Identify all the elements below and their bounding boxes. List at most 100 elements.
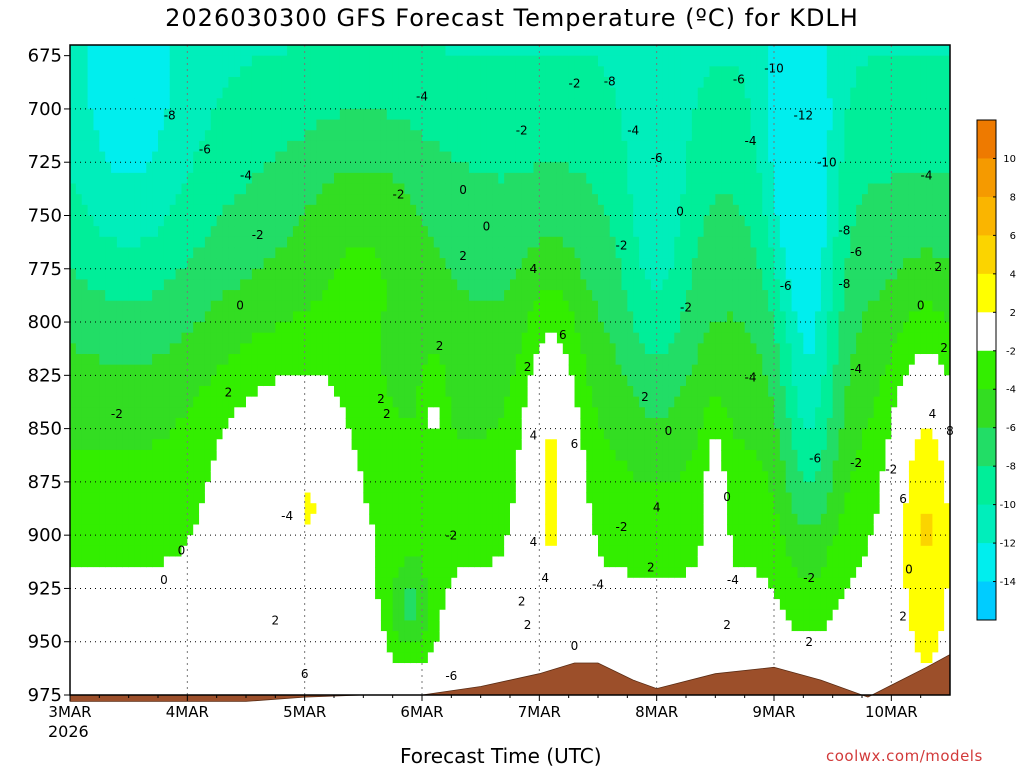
field-cell — [116, 449, 124, 462]
field-cell — [175, 354, 183, 366]
field-cell — [369, 375, 376, 387]
field-cell — [70, 45, 77, 57]
field-cell — [240, 492, 247, 504]
field-cell — [351, 236, 359, 249]
field-cell — [140, 236, 147, 249]
field-cell — [310, 449, 317, 462]
field-cell — [427, 247, 435, 259]
field-cell — [398, 226, 405, 238]
field-cell — [375, 258, 382, 270]
field-cell — [210, 577, 218, 590]
field-cell — [193, 300, 200, 312]
field-cell — [234, 481, 241, 494]
field-cell — [375, 663, 382, 675]
field-cell — [75, 513, 83, 526]
field-cell — [257, 609, 265, 622]
field-cell — [498, 481, 505, 494]
field-cell — [457, 417, 464, 430]
field-cell — [81, 119, 89, 131]
field-cell — [304, 609, 312, 622]
field-cell — [287, 535, 294, 547]
field-cell — [416, 66, 423, 78]
field-cell — [70, 375, 77, 387]
field-cell — [246, 66, 253, 78]
field-cell — [363, 183, 370, 195]
field-cell — [416, 460, 423, 472]
field-cell — [445, 652, 452, 664]
field-cell — [169, 428, 177, 440]
field-cell — [351, 439, 359, 451]
field-cell — [533, 663, 540, 675]
field-cell — [474, 545, 482, 558]
field-cell — [369, 556, 376, 568]
field-cell — [322, 492, 329, 504]
field-cell — [322, 290, 329, 302]
field-cell — [334, 396, 341, 408]
field-cell — [498, 663, 505, 675]
field-cell — [328, 98, 335, 110]
field-cell — [75, 236, 83, 249]
field-cell — [263, 545, 271, 558]
field-cell — [334, 66, 341, 78]
field-cell — [122, 460, 130, 472]
field-cell — [146, 503, 153, 515]
field-cell — [410, 577, 417, 590]
field-cell — [480, 492, 488, 504]
field-cell — [345, 162, 353, 174]
field-cell — [404, 396, 411, 408]
field-cell — [357, 268, 364, 281]
field-cell — [163, 87, 171, 99]
field-cell — [228, 354, 235, 366]
field-cell — [228, 87, 235, 99]
field-cell — [146, 471, 153, 483]
field-cell — [116, 535, 124, 547]
field-cell — [93, 119, 100, 131]
field-cell — [463, 55, 470, 67]
field-cell — [181, 673, 188, 685]
field-cell — [140, 407, 147, 419]
field-cell — [463, 290, 470, 302]
field-cell — [193, 354, 200, 366]
field-cell — [228, 119, 235, 131]
field-cell — [263, 45, 271, 57]
field-cell — [504, 620, 511, 632]
field-cell — [87, 449, 95, 462]
field-cell — [427, 204, 435, 217]
field-cell — [298, 226, 306, 238]
field-cell — [521, 247, 529, 259]
field-cell — [111, 396, 118, 408]
field-cell — [152, 631, 159, 643]
field-cell — [533, 162, 540, 174]
field-cell — [480, 663, 488, 675]
field-cell — [169, 151, 177, 163]
field-cell — [433, 300, 441, 312]
field-cell — [533, 55, 540, 67]
field-cell — [498, 385, 505, 398]
field-cell — [369, 45, 376, 57]
field-cell — [422, 545, 429, 558]
field-cell — [287, 513, 294, 526]
field-cell — [281, 588, 288, 600]
field-cell — [93, 641, 100, 653]
field-cell — [187, 364, 194, 376]
field-cell — [152, 354, 159, 366]
field-cell — [292, 215, 300, 227]
field-cell — [81, 162, 89, 174]
field-cell — [240, 460, 247, 472]
field-cell — [234, 609, 241, 622]
field-cell — [539, 247, 546, 259]
field-cell — [99, 577, 106, 590]
field-cell — [70, 215, 77, 227]
field-cell — [269, 641, 276, 653]
field-cell — [427, 332, 435, 344]
field-cell — [480, 300, 488, 312]
field-cell — [105, 172, 112, 185]
field-cell — [158, 300, 165, 312]
field-cell — [498, 215, 505, 227]
field-cell — [187, 151, 194, 163]
field-cell — [404, 258, 411, 270]
field-cell — [240, 524, 247, 536]
field-cell — [398, 300, 405, 312]
field-cell — [122, 673, 130, 685]
field-cell — [152, 236, 159, 249]
